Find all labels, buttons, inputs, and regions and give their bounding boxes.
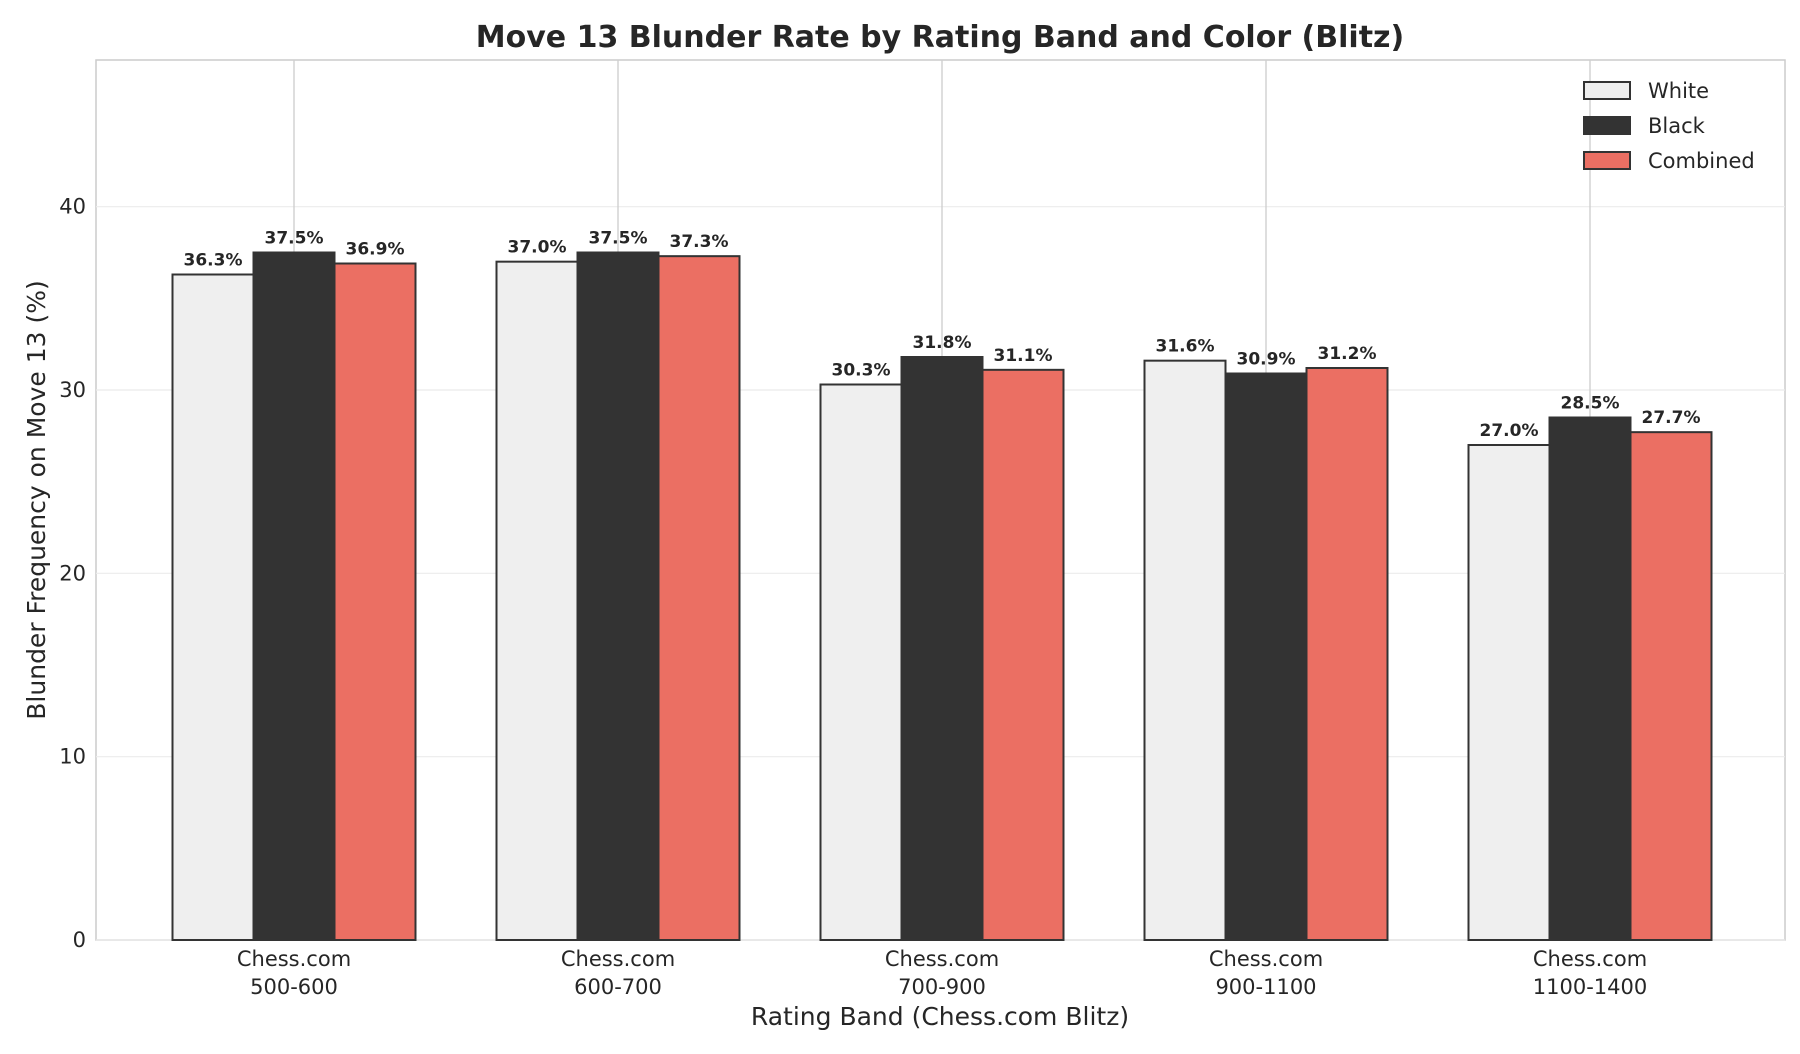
data-label: 37.0% [508, 238, 567, 258]
data-label: 36.9% [346, 240, 405, 260]
y-axis-label: Blunder Frequency on Move 13 (%) [22, 280, 51, 719]
data-label: 28.5% [1561, 394, 1620, 414]
bar-black [1548, 416, 1632, 941]
y-tick-label: 10 [59, 745, 86, 769]
bar-black [252, 251, 336, 941]
bar-black [576, 251, 660, 941]
y-tick-label: 0 [73, 928, 86, 952]
x-tick-label: Chess.com [237, 947, 351, 971]
data-label: 27.0% [1480, 421, 1539, 441]
bar-white [1143, 359, 1227, 941]
legend-label: White [1648, 79, 1709, 103]
legend-swatch [1583, 151, 1631, 170]
bar-white [1467, 444, 1551, 941]
bar-black [1224, 372, 1308, 941]
x-tick-label: 500-600 [250, 975, 338, 999]
bar-combined [981, 368, 1065, 942]
bar-combined [1305, 367, 1389, 941]
data-label: 36.3% [184, 251, 243, 271]
x-tick-label: 600-700 [574, 975, 662, 999]
value-labels: 36.3% 37.0% 30.3% 31.6% 27.0% 37.5% 37.5% 31.8%… [184, 229, 1701, 442]
bar-white [495, 260, 579, 941]
x-tick-label: 900-1100 [1215, 975, 1316, 999]
x-tick-label: Chess.com [885, 947, 999, 971]
bar-white [171, 273, 255, 941]
x-axis-label: Rating Band (Chess.com Blitz) [751, 1002, 1129, 1031]
y-tick-label: 40 [59, 195, 86, 219]
bar-combined [657, 255, 741, 941]
data-label: 30.9% [1237, 350, 1296, 370]
data-label: 31.2% [1318, 344, 1377, 364]
data-label: 31.8% [913, 333, 972, 353]
axis-ticks: 0 10 20 30 40 Chess.com 500-600 Chess.com 600-70… [59, 195, 1647, 999]
bar-black [900, 356, 984, 941]
x-tick-label: Chess.com [1209, 947, 1323, 971]
chart-title: Move 13 Blunder Rate by Rating Band and … [476, 20, 1404, 55]
data-label: 31.1% [994, 346, 1053, 366]
x-tick-label: 700-900 [898, 975, 986, 999]
y-tick-label: 30 [59, 378, 86, 402]
bar-series [171, 251, 1713, 942]
x-tick-label: Chess.com [1533, 947, 1647, 971]
data-label: 31.6% [1156, 337, 1215, 357]
x-tick-label: 1100-1400 [1533, 975, 1647, 999]
data-label: 30.3% [832, 361, 891, 381]
y-tick-label: 20 [59, 561, 86, 585]
x-tick-label: Chess.com [561, 947, 675, 971]
data-label: 37.5% [589, 229, 648, 249]
bar-combined [1629, 431, 1713, 941]
legend-swatch [1583, 116, 1631, 135]
data-label: 27.7% [1642, 408, 1701, 428]
bar-white [819, 383, 903, 941]
legend-label: Combined [1648, 149, 1755, 173]
data-label: 37.5% [265, 229, 324, 249]
data-label: 37.3% [670, 232, 729, 252]
bar-combined [333, 262, 417, 941]
legend-label: Black [1648, 114, 1706, 138]
legend: White Black Combined [1583, 79, 1755, 173]
legend-swatch [1583, 81, 1631, 100]
